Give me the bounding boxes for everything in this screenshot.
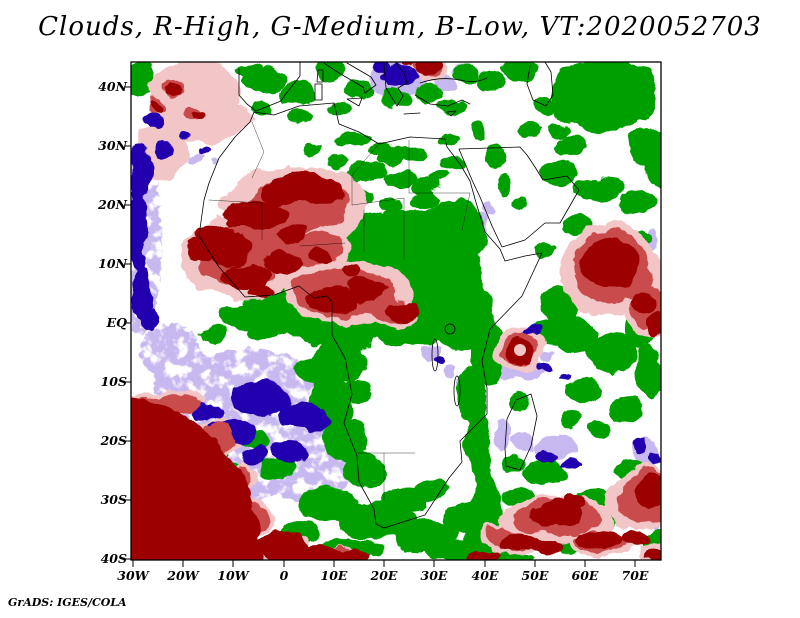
lake-tanganyika — [431, 338, 439, 372]
lon-tick-label: 20E — [370, 568, 398, 583]
lat-tick-label: 10S — [101, 374, 127, 389]
caspian-coastline — [526, 62, 554, 107]
grads-credit: GrADS: IGES/COLA — [8, 596, 127, 609]
lat-tick-label: EQ — [106, 315, 128, 330]
black-sea-coastline — [419, 77, 488, 84]
sicily-coastline — [346, 97, 363, 107]
madagascar-coastline — [504, 393, 538, 471]
axis-ticks — [124, 86, 636, 567]
sardinia-coastline — [314, 83, 323, 101]
lon-tick-label: 30W — [117, 568, 150, 583]
corsica-coastline — [316, 69, 324, 83]
lat-tick-label: 40S — [101, 551, 127, 566]
lon-tick-label: 10E — [321, 568, 348, 583]
lat-axis: 40N 30N 20N 10N EQ 10S 20S 30S 40S — [97, 79, 127, 566]
lon-tick-label: 10W — [217, 568, 250, 583]
turkey-coastline — [414, 94, 471, 107]
arabia-coastline — [458, 146, 580, 248]
lat-tick-label: 20S — [100, 433, 127, 448]
cyclone-eye-highlight — [514, 344, 526, 356]
lon-tick-label: 60E — [572, 568, 599, 583]
lat-tick-label: 20N — [97, 197, 127, 212]
lat-tick-label: 30N — [98, 138, 127, 153]
cloud-field — [131, 62, 661, 560]
iberia-coastline — [238, 62, 301, 112]
italy-coastline — [323, 62, 377, 94]
lat-tick-label: 40N — [98, 79, 127, 94]
lon-tick-label: 40E — [472, 568, 499, 583]
lon-tick-label: 50E — [522, 568, 549, 583]
lat-tick-label: 10N — [98, 256, 127, 271]
lon-tick-label: 0 — [280, 568, 289, 583]
high-clouds-dark — [131, 62, 661, 560]
crete-coastline — [403, 112, 421, 115]
cyprus-coastline — [446, 110, 457, 117]
plot-title: Clouds, R-High, G-Medium, B-Low, VT:2020… — [38, 12, 762, 42]
lon-tick-label: 30E — [421, 568, 448, 583]
lon-tick-label: 70E — [622, 568, 649, 583]
lat-tick-label: 30S — [101, 492, 127, 507]
map-frame — [130, 61, 662, 561]
lon-tick-label: 20W — [166, 568, 200, 583]
coastlines — [198, 62, 580, 529]
low-clouds-dark — [131, 62, 661, 471]
lake-victoria — [444, 323, 456, 335]
lon-axis: 30W 20W 10W 0 10E 20E 30E 40E 50E 60E 70… — [117, 568, 649, 583]
greece-coastline — [383, 62, 408, 107]
country-borders — [208, 121, 471, 501]
lake-malawi — [453, 375, 461, 407]
africa-coastline — [198, 102, 543, 529]
